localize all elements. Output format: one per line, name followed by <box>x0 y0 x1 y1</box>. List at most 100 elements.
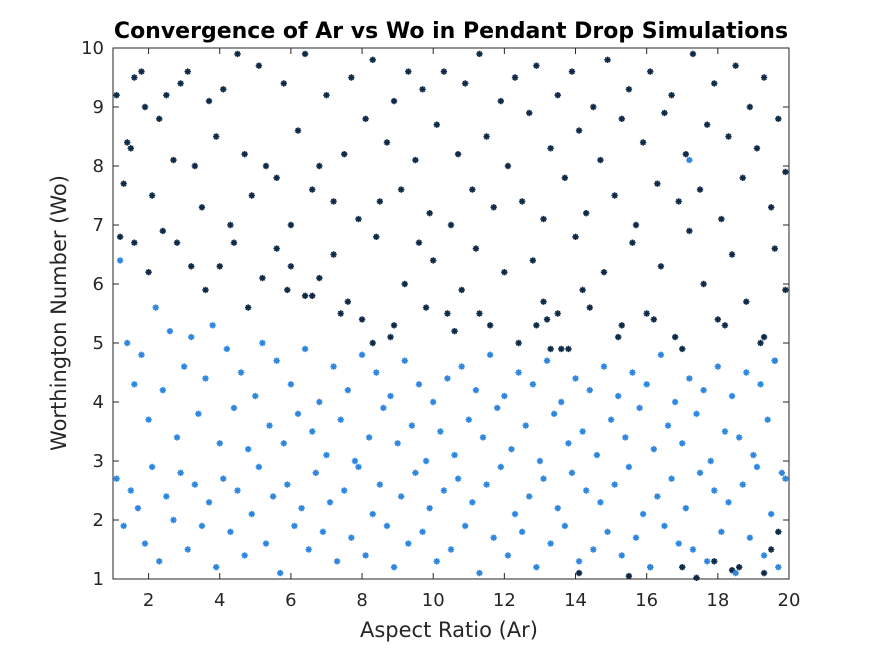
data-point <box>191 162 199 170</box>
data-point <box>604 56 611 63</box>
data-point <box>750 451 757 459</box>
data-point <box>326 499 334 506</box>
data-point <box>462 80 469 87</box>
data-point <box>430 398 437 406</box>
data-point <box>323 92 330 99</box>
data-point <box>700 387 707 394</box>
data-point <box>444 310 451 317</box>
data-point <box>465 416 472 423</box>
data-point <box>671 333 679 341</box>
data-point <box>198 522 206 530</box>
data-point <box>234 50 241 58</box>
data-point <box>134 505 142 512</box>
y-tick-label: 2 <box>93 510 104 531</box>
data-point <box>390 322 398 329</box>
data-point <box>362 115 369 122</box>
data-point <box>380 404 387 412</box>
data-point <box>127 487 134 494</box>
data-point <box>472 387 480 394</box>
data-point <box>607 416 615 423</box>
data-point <box>547 540 554 547</box>
data-point <box>369 339 376 347</box>
data-point <box>504 162 512 170</box>
data-point <box>376 481 384 488</box>
data-point <box>294 410 302 417</box>
data-point <box>597 499 604 506</box>
data-point <box>191 481 199 488</box>
data-point <box>515 369 522 376</box>
data-point <box>497 97 505 105</box>
x-tick-label: 4 <box>214 590 225 611</box>
x-tick-label: 6 <box>285 590 296 611</box>
data-point <box>358 351 366 358</box>
data-point <box>220 475 227 482</box>
data-point <box>490 534 497 541</box>
data-point <box>511 74 519 81</box>
data-point <box>664 422 672 429</box>
data-point <box>138 68 145 75</box>
data-point <box>508 446 515 453</box>
data-point <box>728 251 736 258</box>
data-point <box>419 528 426 535</box>
data-point <box>760 569 768 577</box>
data-point <box>696 186 704 193</box>
data-point <box>572 375 579 382</box>
data-point <box>757 381 764 388</box>
data-point <box>415 381 423 388</box>
y-axis-title: Worthington Number (Wo) <box>47 175 71 451</box>
data-point <box>533 564 540 571</box>
data-point <box>141 540 149 547</box>
data-point <box>760 74 768 81</box>
data-point <box>422 457 430 465</box>
data-point <box>565 440 572 447</box>
x-tick-label: 18 <box>706 590 729 611</box>
data-point <box>390 97 398 105</box>
data-point <box>177 80 184 87</box>
data-point <box>212 133 220 140</box>
data-point <box>227 221 234 229</box>
data-point <box>540 298 547 305</box>
data-point <box>401 280 408 288</box>
data-point <box>163 92 170 99</box>
data-point <box>568 68 576 75</box>
data-point <box>558 345 565 353</box>
data-point <box>679 440 686 447</box>
data-point <box>775 528 782 535</box>
data-point <box>447 221 455 229</box>
data-point <box>746 103 754 111</box>
data-point <box>454 151 462 158</box>
data-point <box>518 528 526 535</box>
data-point <box>220 86 227 93</box>
data-point <box>647 68 654 75</box>
data-point <box>451 328 458 335</box>
data-point <box>341 487 348 494</box>
data-point <box>650 316 657 323</box>
data-point <box>301 50 309 58</box>
data-point <box>230 239 238 246</box>
data-point <box>259 274 266 282</box>
data-point <box>561 174 569 181</box>
data-point <box>212 564 220 571</box>
data-point <box>689 50 697 58</box>
data-point <box>319 528 327 535</box>
data-point <box>298 505 305 512</box>
data-point <box>412 156 419 164</box>
data-point <box>600 269 608 276</box>
data-point <box>753 145 761 152</box>
data-point <box>590 103 597 111</box>
data-point <box>245 304 252 311</box>
data-point <box>376 198 384 205</box>
data-point <box>430 257 437 264</box>
data-point <box>696 469 704 476</box>
y-tick-label: 6 <box>93 274 104 295</box>
data-point <box>273 245 280 252</box>
data-point <box>383 522 391 530</box>
data-point <box>732 62 739 69</box>
data-point <box>252 392 259 400</box>
data-point <box>309 428 316 435</box>
data-point <box>547 345 554 353</box>
data-point <box>728 566 736 574</box>
data-point <box>216 440 223 447</box>
plot-area <box>113 48 789 582</box>
data-point <box>124 139 131 146</box>
